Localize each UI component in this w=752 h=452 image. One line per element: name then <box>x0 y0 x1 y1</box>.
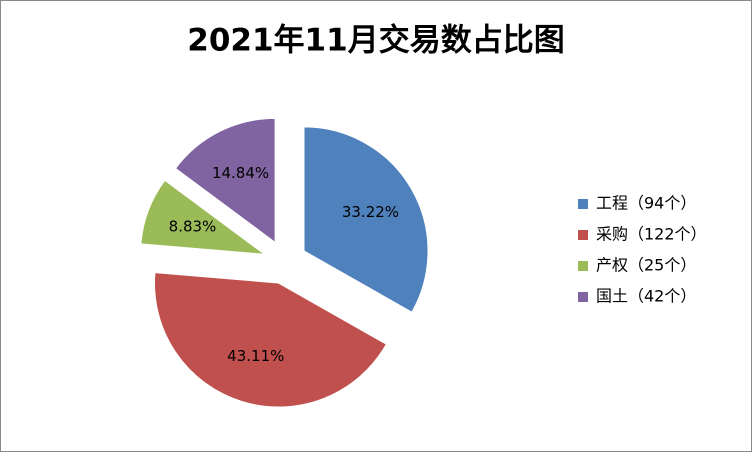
legend-label: 国土（42个） <box>596 287 696 306</box>
pie-slice <box>154 272 388 408</box>
pie-slice <box>174 117 276 244</box>
data-label: 43.11% <box>227 347 284 365</box>
legend-label: 工程（94个） <box>596 194 696 213</box>
legend-swatch <box>578 292 588 302</box>
data-label: 14.84% <box>212 164 269 182</box>
chart-title: 2021年11月交易数占比图 <box>187 23 564 59</box>
legend-swatch <box>578 261 588 271</box>
pie-slice <box>303 126 429 313</box>
legend-label: 产权（25个） <box>596 256 696 275</box>
data-label: 33.22% <box>342 203 399 221</box>
data-label: 8.83% <box>169 218 217 236</box>
pie-slice <box>140 179 267 255</box>
legend-label: 采购（122个） <box>596 225 707 244</box>
legend-swatch <box>578 230 588 240</box>
legend-swatch <box>578 199 588 209</box>
